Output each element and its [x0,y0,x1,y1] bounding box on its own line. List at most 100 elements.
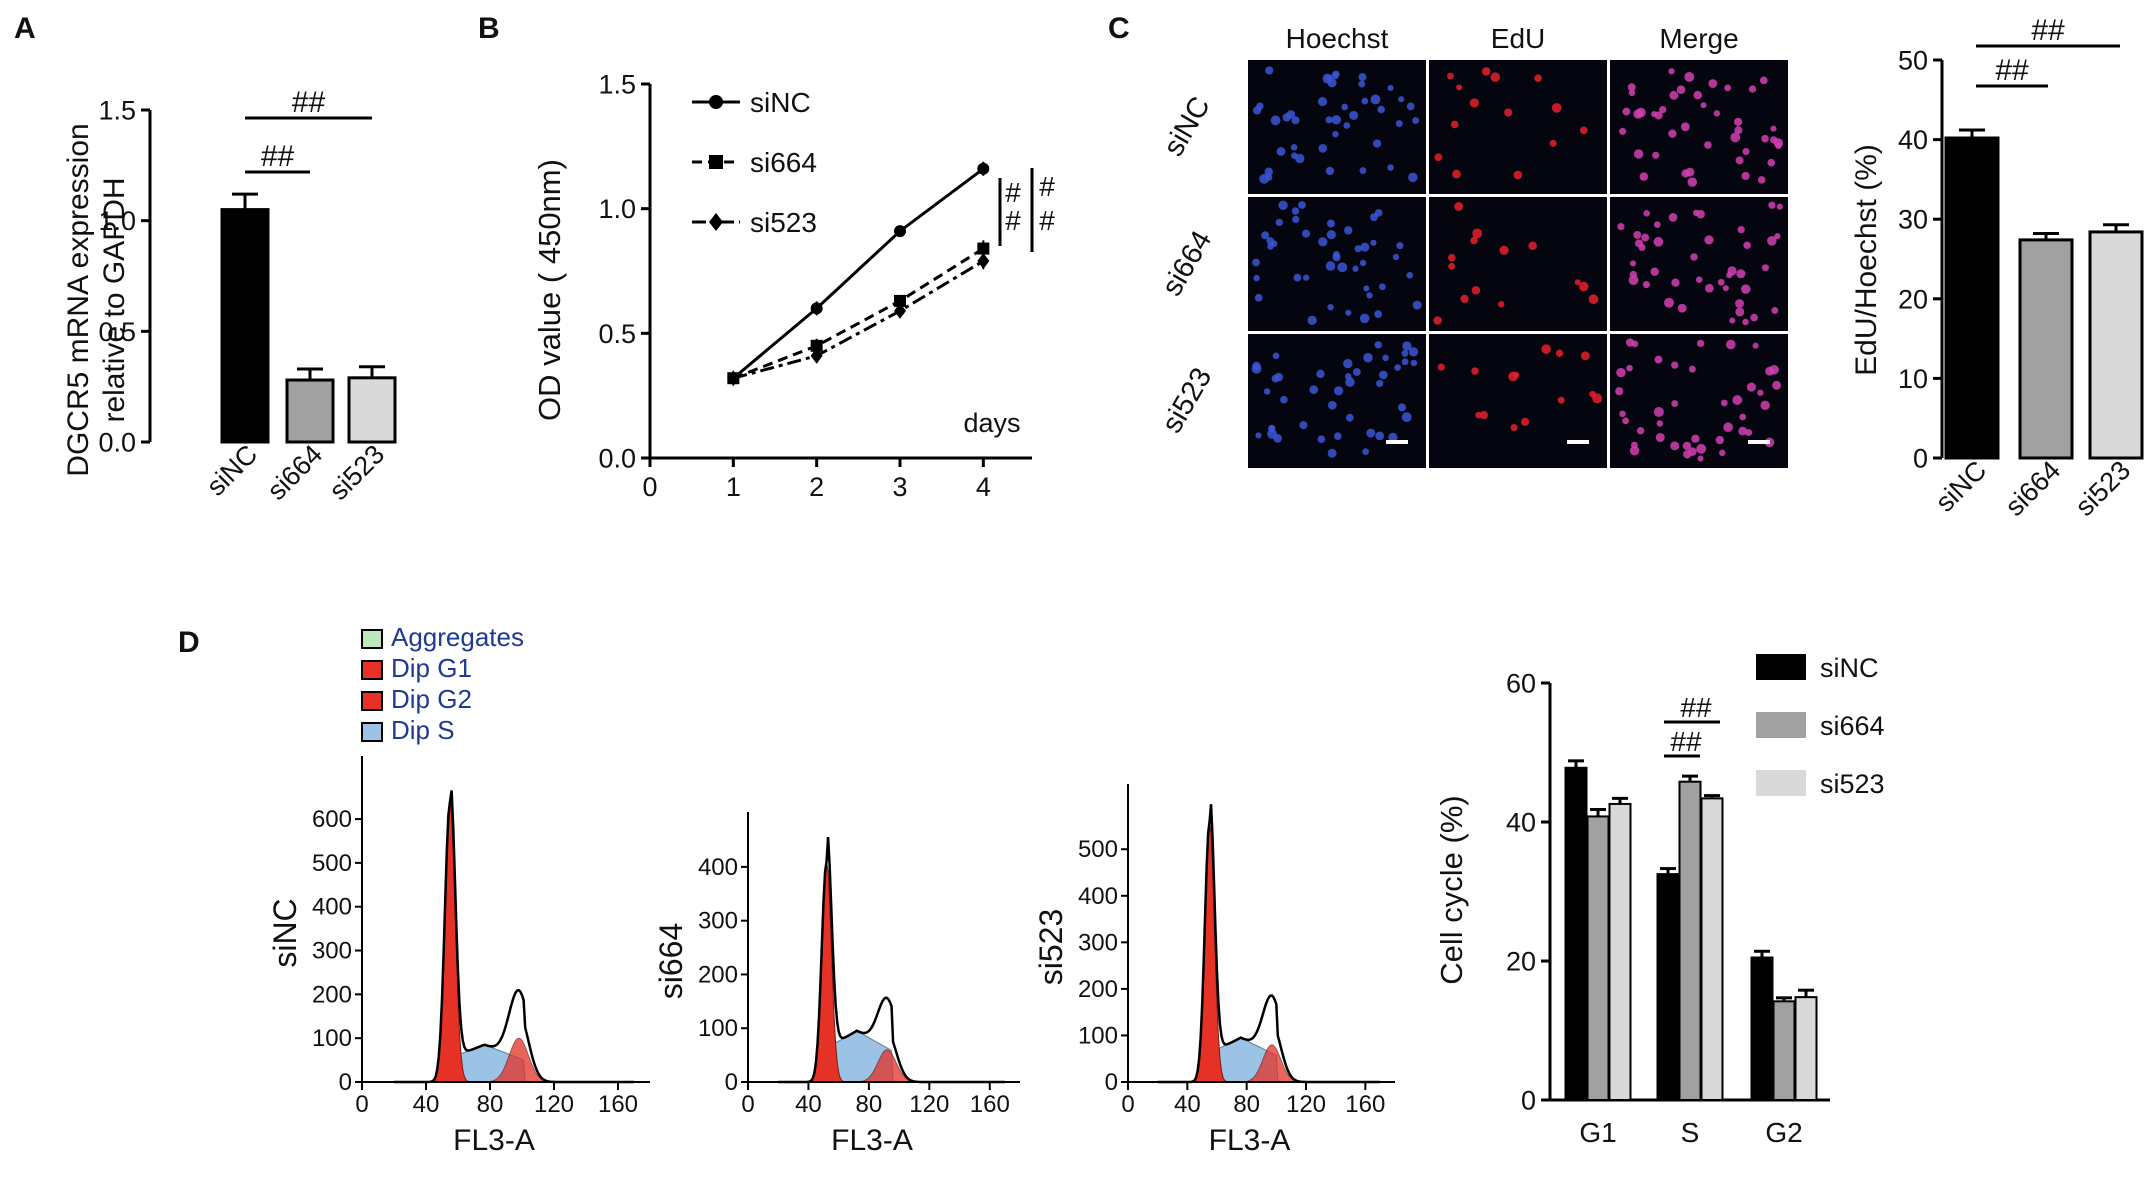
nucleus-dot [1742,318,1749,326]
y-tick-label: 20 [1506,946,1536,976]
nucleus-dot [1760,400,1770,411]
nucleus-dot [1741,171,1750,181]
nucleus-dot [1396,242,1404,250]
x-tick-label: si664 [261,439,328,506]
nucleus-dot [1326,230,1336,240]
histogram-sinc: 0 40 80 120 160 0 100 200 300 400 500 600 FL3-A siNC [267,756,650,1157]
histogram-envelope [394,790,634,1084]
nucleus-dot [1374,310,1383,318]
nucleus-dot [1676,85,1686,95]
nucleus-dot [1309,385,1319,394]
nucleus-dot [1772,380,1782,390]
nucleus-dot [1631,340,1639,348]
micrograph-hoechst [1248,197,1426,331]
nucleus-dot [1361,97,1369,105]
point-si523 [977,253,990,270]
nucleus-dot [1715,435,1725,445]
nucleus-dot [1671,361,1679,369]
nucleus-dot [1664,297,1674,308]
nucleus-dot [1372,139,1382,148]
y-tick-label: 200 [312,981,352,1008]
nucleus-dot [1325,166,1335,176]
nucleus-dot [1626,364,1633,372]
x-tick-label: 0 [355,1091,368,1118]
y-tick-label: 1.5 [598,69,636,99]
nucleus-dot [1579,281,1589,292]
bar-si523 [347,376,397,444]
nucleus-dot [1498,301,1505,308]
nucleus-dot [1627,83,1636,92]
x-tick-label: S [1681,1117,1700,1148]
nucleus-dot [1668,129,1677,138]
nucleus-dot [1261,231,1270,240]
nucleus-dot [1450,120,1459,129]
nucleus-dot [1363,353,1373,363]
nucleus-dot [1454,202,1464,211]
nucleus-dot [1378,370,1388,380]
nucleus-dot [1388,432,1398,442]
y-tick-label: 200 [1078,976,1118,1003]
y-tick-label: 200 [698,961,738,988]
nucleus-dot [1352,265,1359,272]
nucleus-dot [1767,236,1777,246]
micrograph-edu [1429,197,1607,331]
nucleus-dot [1274,372,1283,382]
nucleus-dot [1765,366,1775,376]
nucleus-dot [1732,395,1743,405]
bar-si523-g1 [1608,802,1632,1101]
panel-label-d: D [178,626,200,659]
dip-g2-area [1157,1044,1381,1083]
series-line-si664 [732,247,985,380]
nucleus-dot [1264,167,1273,176]
histogram-si664: 0 40 80 120 160 0 100 200 300 400 FL3-A si664 [653,812,1020,1157]
y-axis-title-line1: DGCR5 mRNA expression [62,123,95,476]
nucleus-dot [1761,264,1769,272]
nucleus-dot [1670,441,1680,451]
y-tick-label: 300 [698,908,738,935]
nucleus-dot [1337,262,1348,273]
nucleus-dot [1622,417,1630,425]
flow-histograms: 0 40 80 120 1600100200300400500600FL3-AsiNC0… [267,756,1395,1157]
micrograph-hoechst [1248,60,1426,194]
y-tick-label: 0 [1913,443,1928,473]
nucleus-dot [1760,76,1768,85]
panel-label-c: C [1108,12,1130,45]
x-tick-label: si523 [323,439,390,506]
x-tick-label: 120 [534,1091,574,1118]
x-tick-label: G1 [1579,1117,1616,1148]
nucleus-dot [1738,426,1748,436]
nucleus-dot [1316,369,1325,379]
x-tick-label: 1 [726,472,741,502]
nucleus-dot [1318,237,1328,247]
nucleus-dot [1735,156,1744,165]
y-axis-title-line2: relative to GAPDH [98,177,131,422]
nucleus-dot [1504,108,1513,117]
nucleus-dot [1512,371,1520,379]
nucleus-dot [1370,94,1381,105]
y-tick-label: 1.5 [98,95,136,125]
y-tick-label: 100 [1078,1022,1118,1049]
nucleus-dot [1690,253,1698,261]
nucleus-dot [1252,258,1260,267]
nucleus-dot [1253,274,1260,282]
nucleus-dot [1688,365,1696,373]
legend-label: siNC [750,87,811,118]
nucleus-dot [1490,72,1500,82]
x-tick-label: 2 [809,472,824,502]
nucleus-dot [1278,200,1288,211]
nucleus-dot [1592,393,1603,404]
significance-mark: ## [292,86,326,119]
nucleus-dot [1265,66,1274,75]
nucleus-dot [1574,279,1581,286]
nucleus-dot [1775,142,1782,150]
nucleus-dot [1668,68,1675,75]
nucleus-dot [1328,400,1337,410]
nucleus-dot [1628,275,1639,286]
nucleus-dot [1774,233,1781,240]
nucleus-dot [1708,79,1718,88]
nucleus-dot [1359,259,1367,267]
nucleus-dot [1638,244,1646,252]
bar-si523 [2088,230,2144,460]
nucleus-dot [1325,261,1336,271]
nucleus-dot [1325,116,1333,124]
